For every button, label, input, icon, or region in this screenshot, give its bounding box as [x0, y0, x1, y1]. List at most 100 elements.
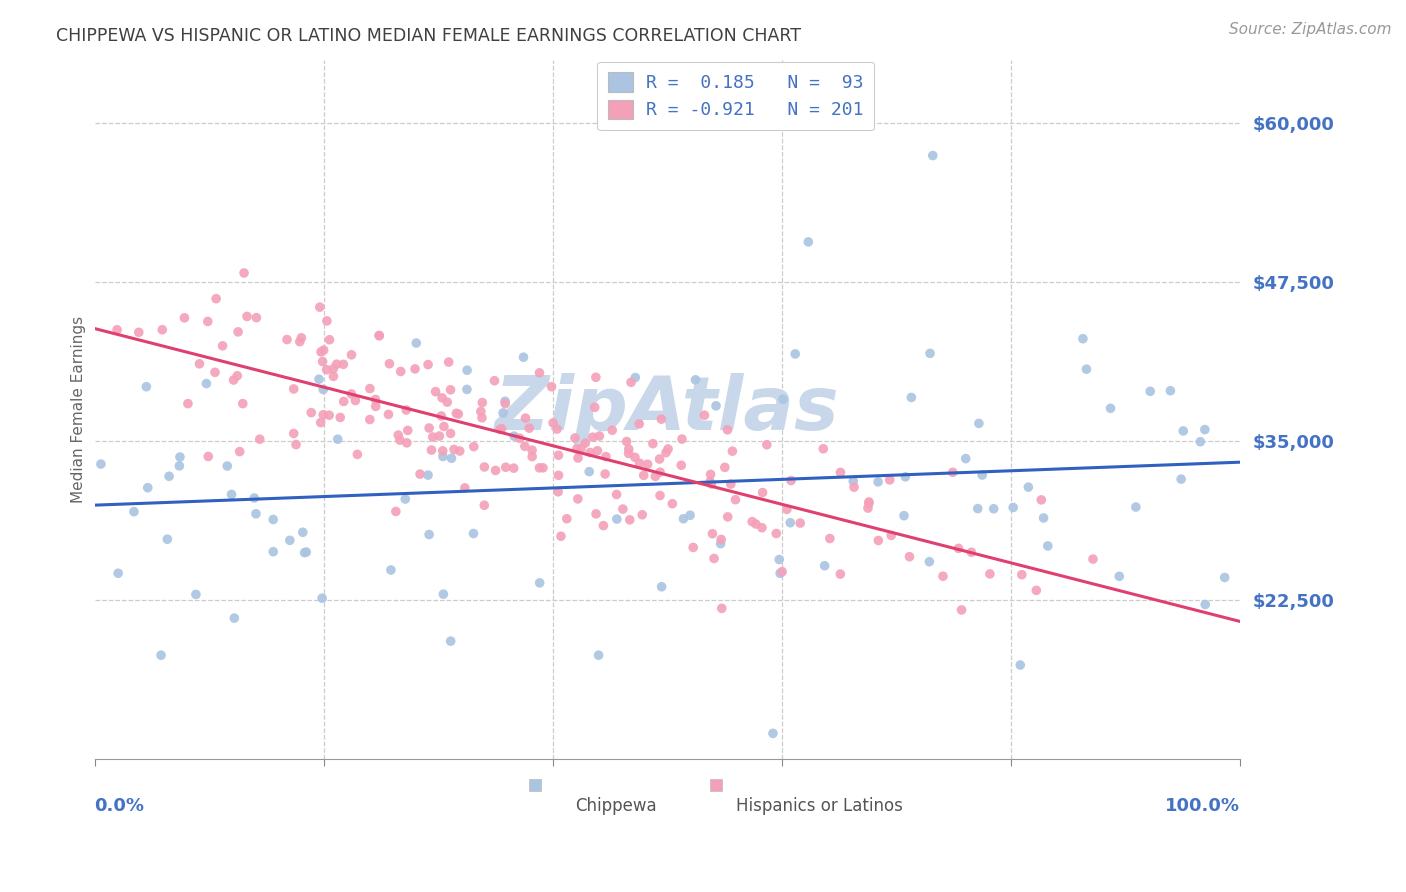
Point — [628, 456, 651, 470]
Point — [606, 487, 628, 501]
Point — [585, 370, 607, 384]
Point — [430, 391, 453, 405]
Point — [495, 460, 517, 475]
Point — [830, 466, 852, 480]
Point — [436, 395, 458, 409]
Point — [818, 532, 841, 546]
Point — [624, 370, 647, 384]
Point — [522, 450, 544, 464]
Point — [228, 444, 250, 458]
Point — [311, 591, 333, 606]
Point — [388, 433, 411, 447]
Point — [364, 392, 387, 407]
Point — [169, 450, 191, 464]
Point — [340, 348, 363, 362]
Point — [173, 310, 195, 325]
Point — [606, 512, 628, 526]
Point — [471, 395, 494, 409]
Point — [679, 508, 702, 523]
Point — [529, 575, 551, 590]
Point — [1189, 434, 1212, 449]
Point — [245, 310, 267, 325]
Point — [641, 436, 664, 450]
Point — [222, 373, 245, 387]
Point — [637, 457, 659, 471]
Point — [567, 450, 589, 465]
Point — [529, 366, 551, 380]
Point — [699, 467, 721, 482]
Point — [830, 567, 852, 582]
Point — [233, 266, 256, 280]
Point — [595, 450, 617, 464]
Point — [395, 403, 418, 417]
Point — [972, 468, 994, 483]
Point — [900, 391, 922, 405]
Point — [672, 512, 695, 526]
Point — [700, 477, 723, 491]
Point — [948, 541, 970, 556]
Point — [515, 411, 537, 425]
Point — [276, 333, 298, 347]
Text: 100.0%: 100.0% — [1164, 797, 1240, 815]
Point — [456, 383, 478, 397]
Point — [503, 429, 526, 443]
Point — [1071, 332, 1094, 346]
Text: CHIPPEWA VS HISPANIC OR LATINO MEDIAN FEMALE EARNINGS CORRELATION CHART: CHIPPEWA VS HISPANIC OR LATINO MEDIAN FE… — [56, 27, 801, 45]
Point — [245, 507, 267, 521]
Point — [211, 339, 233, 353]
Point — [894, 470, 917, 484]
Point — [135, 380, 157, 394]
Point — [150, 648, 173, 663]
Point — [197, 314, 219, 328]
Point — [617, 446, 640, 460]
Point — [585, 507, 607, 521]
Point — [157, 469, 180, 483]
Point — [893, 508, 915, 523]
Point — [624, 450, 647, 465]
Point — [404, 362, 426, 376]
Point — [430, 409, 453, 423]
Point — [721, 444, 744, 458]
Point — [484, 374, 506, 388]
Point — [661, 497, 683, 511]
Point — [699, 475, 721, 489]
Point — [456, 363, 478, 377]
Point — [921, 148, 943, 162]
Point — [299, 406, 322, 420]
Point — [232, 396, 254, 410]
Point — [1194, 598, 1216, 612]
Point — [311, 354, 333, 368]
Point — [312, 383, 335, 397]
Point — [322, 361, 344, 376]
Point — [541, 416, 564, 430]
Point — [724, 492, 747, 507]
Point — [751, 521, 773, 535]
Point — [494, 396, 516, 410]
Point — [447, 407, 470, 421]
Point — [197, 450, 219, 464]
Point — [983, 501, 1005, 516]
Point — [243, 491, 266, 505]
Point — [1011, 567, 1033, 582]
Point — [440, 634, 463, 648]
Point — [128, 326, 150, 340]
Text: Hispanics or Latinos: Hispanics or Latinos — [735, 797, 903, 815]
Point — [226, 368, 249, 383]
Point — [918, 346, 941, 360]
Point — [583, 401, 606, 415]
Point — [325, 357, 347, 371]
Point — [378, 357, 401, 371]
Point — [880, 528, 903, 542]
Point — [593, 467, 616, 481]
Point — [770, 565, 793, 579]
Point — [474, 459, 496, 474]
Point — [418, 421, 440, 435]
Point — [574, 436, 596, 450]
Point — [565, 442, 588, 456]
Point — [517, 421, 540, 435]
Point — [443, 442, 465, 457]
Point — [1213, 570, 1236, 584]
Point — [702, 526, 724, 541]
Point — [329, 410, 352, 425]
Point — [344, 393, 367, 408]
